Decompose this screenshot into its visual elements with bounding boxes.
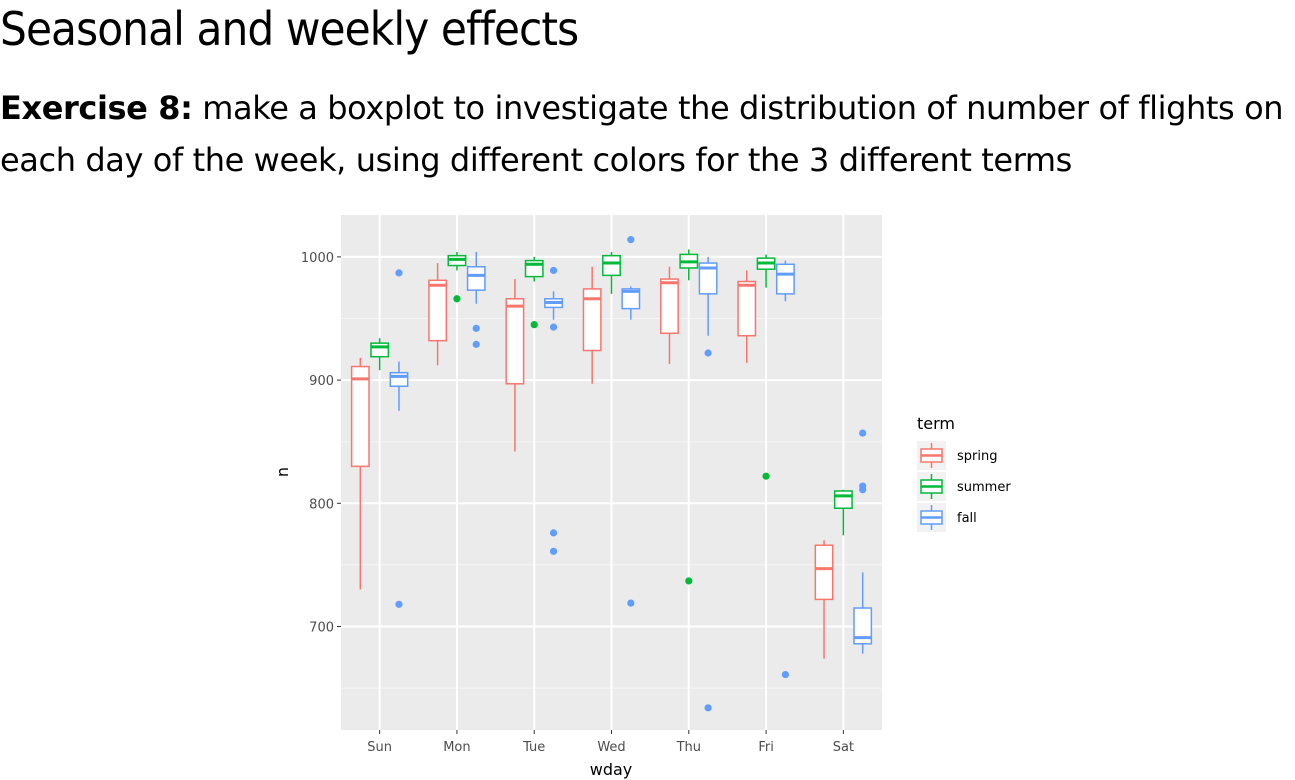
outlier-point bbox=[685, 577, 693, 585]
outlier-point bbox=[472, 324, 480, 332]
box-summer-tue bbox=[524, 256, 544, 329]
y-tick-label: 800 bbox=[309, 497, 334, 512]
box-spring-fri bbox=[737, 270, 757, 363]
outlier-point bbox=[704, 704, 712, 712]
y-axis-title: n bbox=[273, 467, 292, 477]
box-summer-sun bbox=[370, 338, 390, 371]
outlier-point bbox=[549, 323, 558, 331]
x-axis-title: wday bbox=[590, 760, 633, 779]
x-tick-label: Sat bbox=[833, 740, 854, 755]
box-body bbox=[370, 342, 390, 358]
box-body bbox=[505, 298, 525, 385]
box-body bbox=[737, 280, 757, 337]
y-tick-label: 900 bbox=[309, 374, 334, 389]
outlier-point bbox=[549, 529, 558, 537]
box-body bbox=[833, 490, 853, 509]
outlier-point bbox=[549, 266, 558, 275]
box-body bbox=[698, 262, 718, 295]
box-fall-mon bbox=[466, 251, 486, 348]
box-spring-thu bbox=[660, 266, 679, 365]
slide-title: Seasonal and weekly effects bbox=[0, 2, 579, 56]
box-body bbox=[428, 279, 448, 342]
box-fall-fri bbox=[775, 260, 795, 679]
outlier-point bbox=[762, 472, 770, 480]
legend-key-summer bbox=[917, 472, 946, 501]
outlier-point bbox=[472, 340, 480, 348]
outlier-point bbox=[530, 321, 538, 329]
box-body bbox=[389, 371, 409, 388]
box-summer-wed bbox=[602, 251, 621, 294]
box-body bbox=[814, 544, 834, 601]
box-body bbox=[775, 263, 795, 295]
x-tick-label: Tue bbox=[522, 740, 545, 755]
box-spring-mon bbox=[428, 263, 448, 366]
outlier-point bbox=[859, 429, 867, 437]
exercise-label: Exercise 8: bbox=[0, 89, 193, 127]
box-body bbox=[350, 365, 370, 468]
outlier-point bbox=[704, 349, 712, 357]
box-spring-sat bbox=[814, 540, 834, 659]
box-summer-sat bbox=[833, 489, 853, 536]
x-tick-label: Fri bbox=[758, 740, 774, 755]
legend: term spring summer fall bbox=[917, 414, 1011, 532]
legend-key-spring bbox=[917, 441, 946, 470]
box-fall-wed bbox=[621, 236, 641, 607]
outlier-point bbox=[627, 599, 635, 607]
outlier-point bbox=[453, 295, 461, 303]
outlier-point bbox=[395, 269, 403, 277]
box-fall-sun bbox=[389, 269, 409, 608]
box-body bbox=[853, 607, 873, 645]
x-tick-label: Mon bbox=[443, 740, 470, 755]
box-summer-fri bbox=[756, 254, 776, 480]
legend-label-spring: spring bbox=[957, 449, 997, 464]
box-spring-sun bbox=[350, 357, 370, 590]
box-summer-mon bbox=[447, 251, 467, 303]
exercise-text: make a boxplot to investigate the distri… bbox=[0, 89, 1284, 179]
box-body bbox=[466, 265, 486, 291]
box-body bbox=[582, 288, 602, 352]
box-fall-sat bbox=[853, 429, 873, 654]
outlier-point bbox=[781, 670, 789, 679]
exercise-prompt: Exercise 8: make a boxplot to investigat… bbox=[0, 82, 1295, 186]
legend-label-summer: summer bbox=[957, 480, 1011, 495]
box-summer-thu bbox=[679, 249, 699, 585]
legend-label-fall: fall bbox=[957, 511, 977, 526]
outlier-point bbox=[549, 547, 558, 555]
box-fall-tue bbox=[544, 266, 563, 555]
box-body bbox=[602, 254, 621, 277]
outlier-point bbox=[859, 486, 867, 494]
box-spring-tue bbox=[505, 279, 525, 452]
x-tick-label: Wed bbox=[597, 740, 625, 755]
boxes-layer bbox=[350, 236, 873, 712]
x-axis: Sun Mon Tue Wed Thu Fri Sat bbox=[367, 730, 854, 755]
y-tick-label: 1000 bbox=[301, 251, 334, 266]
grid-lines bbox=[341, 215, 882, 730]
box-body bbox=[660, 278, 679, 335]
y-tick-label: 700 bbox=[309, 621, 334, 636]
legend-title: term bbox=[917, 414, 955, 433]
outlier-point bbox=[627, 236, 635, 244]
box-spring-wed bbox=[582, 266, 602, 384]
box-body bbox=[621, 288, 641, 310]
box-fall-thu bbox=[698, 256, 718, 712]
legend-key-fall bbox=[917, 503, 946, 532]
x-tick-label: Sun bbox=[367, 740, 392, 755]
y-axis: 700 800 900 1000 bbox=[301, 251, 341, 636]
outlier-point bbox=[395, 600, 403, 608]
x-tick-label: Thu bbox=[676, 740, 701, 755]
